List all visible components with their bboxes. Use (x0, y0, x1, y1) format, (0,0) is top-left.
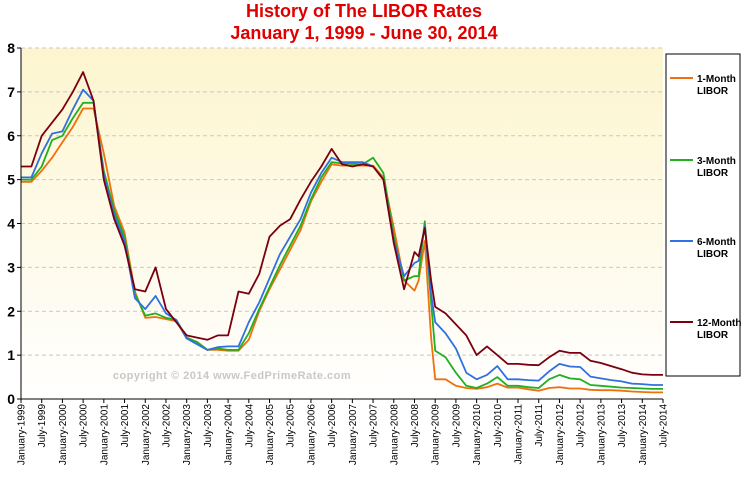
x-tick-label: July-2008 (410, 404, 421, 448)
x-tick-label: July-2001 (120, 404, 131, 448)
x-tick-label: July-2005 (286, 404, 297, 448)
x-tick-label: July-2010 (493, 404, 504, 448)
y-tick-label: 2 (7, 303, 15, 319)
x-tick-label: January-2012 (555, 404, 566, 466)
legend-label-1-month-libor: 1-Month LIBOR (697, 74, 736, 97)
x-tick-label: July-2007 (369, 404, 380, 448)
x-axis-ticks: January-1999 July-1999 January-2000 July-20… (17, 399, 670, 465)
y-axis-ticks: 0 1 2 3 4 5 6 7 8 (7, 40, 21, 407)
x-tick-label: January-2014 (638, 404, 649, 466)
legend: 1-Month LIBOR 3-Month LIBOR 6-Month LIBOR 12-M… (670, 74, 741, 341)
x-tick-label: July-2012 (576, 404, 587, 448)
x-tick-label: July-1999 (37, 404, 48, 448)
x-tick-label: January-2005 (265, 404, 276, 466)
x-tick-label: July-2000 (79, 404, 90, 448)
y-tick-label: 5 (7, 172, 15, 188)
chart-title: History of The LIBOR Rates (246, 1, 482, 21)
series-lines (21, 71, 663, 394)
chart-subtitle: January 1, 1999 - June 30, 2014 (230, 23, 497, 43)
y-tick-label: 6 (7, 128, 15, 144)
x-tick-label: July-2004 (244, 404, 255, 448)
x-tick-label: July-2002 (161, 404, 172, 448)
x-tick-label: January-1999 (17, 404, 28, 466)
x-tick-label: July-2006 (327, 404, 338, 448)
legend-label-3-month-libor: 3-Month LIBOR (697, 156, 736, 179)
x-tick-label: January-2006 (306, 404, 317, 466)
x-tick-label: January-2011 (514, 404, 525, 465)
legend-label-12-month-libor: 12-Month LIBOR (697, 318, 741, 341)
y-tick-label: 3 (7, 259, 15, 275)
x-tick-label: January-2009 (431, 404, 442, 466)
series-line-12-month-libor (21, 71, 663, 376)
y-tick-label: 0 (7, 391, 15, 407)
x-tick-label: January-2002 (141, 404, 152, 466)
x-tick-label: July-2003 (203, 404, 214, 448)
x-tick-label: January-2000 (58, 404, 69, 466)
x-tick-label: January-2010 (472, 404, 483, 466)
x-tick-label: January-2007 (348, 404, 359, 466)
x-tick-label: January-2013 (596, 404, 607, 466)
x-tick-label: January-2001 (99, 404, 110, 466)
y-tick-label: 1 (7, 347, 15, 363)
gridlines (21, 47, 663, 356)
x-tick-label: January-2008 (389, 404, 400, 466)
legend-label-6-month-libor: 6-Month LIBOR (697, 237, 736, 260)
x-tick-label: July-2011 (534, 404, 545, 447)
y-tick-label: 7 (7, 84, 15, 100)
y-tick-label: 4 (7, 216, 15, 232)
series-line-6-month-libor (21, 88, 663, 386)
watermark: copyright © 2014 www.FedPrimeRate.com (113, 370, 351, 382)
x-tick-label: January-2004 (224, 404, 235, 466)
x-tick-label: July-2013 (617, 404, 628, 448)
x-tick-label: January-2003 (182, 404, 193, 466)
x-tick-label: July-2009 (451, 404, 462, 448)
x-tick-label: July-2014 (659, 404, 670, 448)
y-tick-label: 8 (7, 40, 15, 56)
